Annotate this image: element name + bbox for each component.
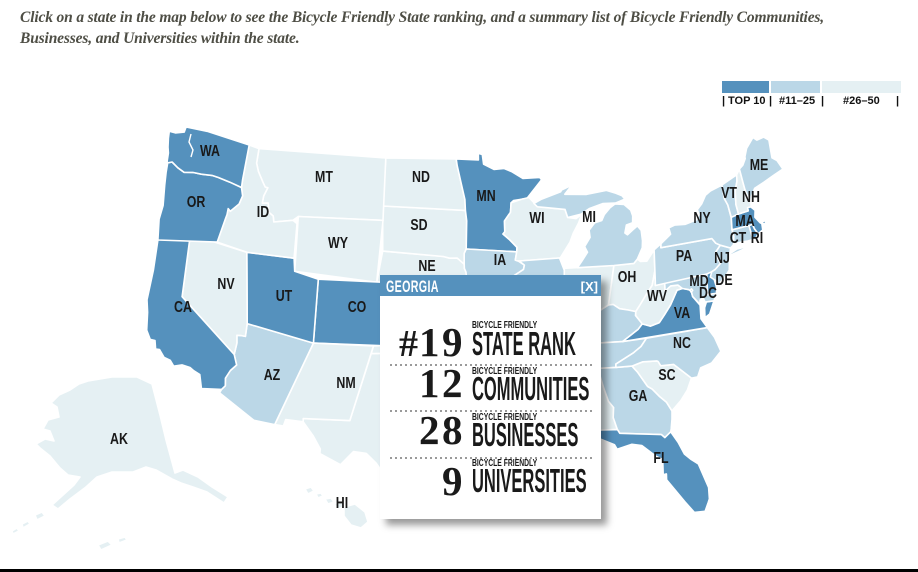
svg-text:ND: ND bbox=[412, 168, 430, 186]
svg-text:MT: MT bbox=[315, 168, 333, 186]
svg-text:NH: NH bbox=[742, 188, 760, 206]
svg-text:OH: OH bbox=[618, 268, 637, 286]
svg-text:GA: GA bbox=[629, 387, 648, 405]
svg-text:CA: CA bbox=[174, 298, 192, 316]
svg-text:WV: WV bbox=[647, 287, 668, 305]
svg-text:NE: NE bbox=[418, 257, 435, 275]
svg-text:DC: DC bbox=[699, 284, 717, 302]
svg-text:WI: WI bbox=[529, 209, 544, 227]
svg-text:CO: CO bbox=[348, 298, 367, 316]
svg-text:SD: SD bbox=[410, 216, 427, 234]
svg-text:NJ: NJ bbox=[714, 249, 730, 267]
svg-text:UT: UT bbox=[276, 287, 293, 305]
svg-text:NM: NM bbox=[336, 374, 355, 392]
svg-text:VA: VA bbox=[674, 304, 690, 322]
svg-text:MA: MA bbox=[735, 212, 754, 230]
svg-text:OR: OR bbox=[187, 193, 206, 211]
svg-text:AZ: AZ bbox=[264, 366, 281, 384]
svg-text:NC: NC bbox=[673, 334, 691, 352]
svg-text:ID: ID bbox=[257, 203, 269, 221]
svg-text:WA: WA bbox=[200, 142, 220, 160]
svg-text:VT: VT bbox=[721, 184, 737, 202]
svg-text:ME: ME bbox=[750, 156, 769, 174]
svg-text:RI: RI bbox=[751, 229, 763, 247]
svg-text:MN: MN bbox=[476, 187, 495, 205]
svg-text:FL: FL bbox=[653, 449, 669, 467]
svg-text:NY: NY bbox=[693, 209, 711, 227]
svg-text:IA: IA bbox=[494, 251, 506, 269]
svg-text:NV: NV bbox=[217, 275, 235, 293]
svg-text:MI: MI bbox=[582, 208, 596, 226]
svg-text:WY: WY bbox=[328, 234, 349, 252]
svg-text:HI: HI bbox=[336, 494, 348, 512]
svg-text:DE: DE bbox=[715, 271, 732, 289]
svg-text:MD: MD bbox=[689, 272, 708, 290]
svg-text:PA: PA bbox=[676, 247, 692, 265]
svg-text:AK: AK bbox=[110, 430, 128, 448]
svg-text:CT: CT bbox=[730, 229, 747, 247]
svg-text:SC: SC bbox=[658, 366, 675, 384]
